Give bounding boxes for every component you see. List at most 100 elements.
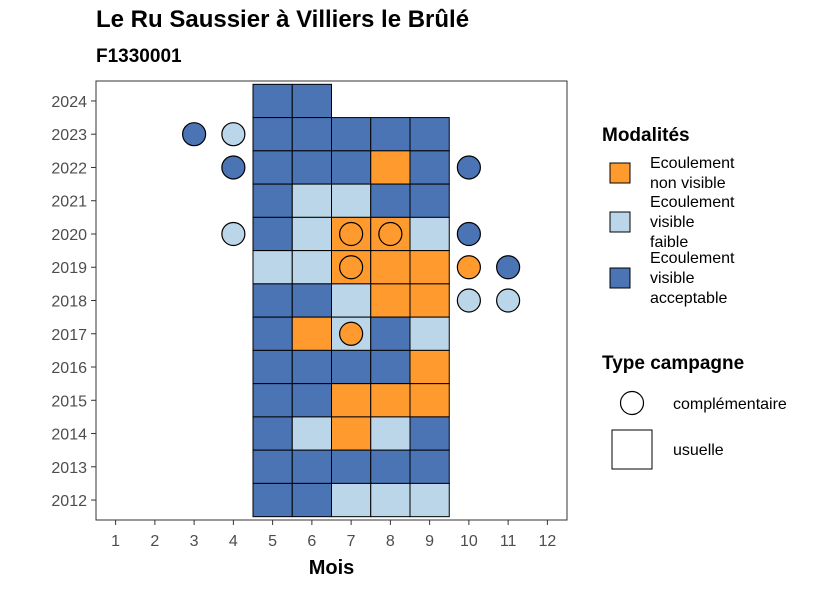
cell-2014-6 — [291, 416, 332, 451]
point-2017-7 — [339, 321, 364, 346]
cell-2022-6 — [291, 150, 332, 185]
chart-subtitle: F1330001 — [96, 46, 182, 67]
cell-2015-6 — [291, 383, 332, 418]
point-2020-4 — [221, 221, 246, 247]
legend-key-ecoulement-visible-acceptable — [609, 267, 631, 289]
cell-2021-6 — [291, 183, 332, 218]
legend-label-complementaire: complémentaire — [673, 396, 787, 413]
cell-2021-9 — [409, 183, 450, 218]
x-tick-label-8: 8 — [386, 533, 395, 550]
cell-2012-7 — [331, 482, 372, 518]
x-axis-title: Mois — [309, 557, 355, 579]
y-axis: 2012 2013 2014 2015 2016 2017 2018 2019 2020 2021… — [51, 94, 96, 510]
cell-2023-8 — [370, 117, 411, 152]
y-tick-label-2016: 2016 — [51, 360, 87, 377]
cell-2016-8 — [370, 349, 411, 385]
point-2019-7 — [339, 255, 364, 280]
cell-2022-5 — [252, 150, 293, 185]
cell-2015-7 — [331, 383, 372, 418]
x-tick-label-5: 5 — [268, 533, 277, 550]
cell-2017-8 — [370, 316, 411, 351]
point-2022-10 — [456, 155, 481, 180]
cell-2017-6 — [291, 316, 332, 351]
x-tick-label-3: 3 — [190, 533, 199, 550]
x-tick-label-2: 2 — [150, 533, 159, 550]
legend-label-line: Ecoulement — [650, 155, 735, 172]
cell-2012-9 — [409, 482, 450, 518]
legend-key-complementaire — [619, 390, 645, 416]
legend-label-line: visible — [650, 270, 695, 287]
cell-2015-5 — [252, 383, 293, 418]
legend-label-line: Ecoulement — [650, 194, 735, 211]
cell-2016-7 — [331, 349, 372, 385]
cell-2014-8 — [370, 416, 411, 451]
cell-2019-6 — [291, 250, 332, 285]
x-tick-label-12: 12 — [538, 533, 556, 550]
y-tick-label-2022: 2022 — [51, 160, 87, 177]
cell-2018-7 — [331, 283, 372, 318]
legend-key-ecoulement-non-visible — [609, 162, 631, 184]
y-tick-label-2012: 2012 — [51, 493, 87, 510]
cell-2019-9 — [409, 250, 450, 285]
y-tick-label-2017: 2017 — [51, 327, 87, 344]
cell-2023-7 — [331, 117, 372, 152]
y-tick-label-2014: 2014 — [51, 427, 87, 444]
cell-2019-8 — [370, 250, 411, 285]
y-tick-label-2013: 2013 — [51, 460, 87, 477]
cell-2024-5 — [252, 83, 293, 119]
legend-label-line: acceptable — [650, 290, 727, 307]
cell-2018-6 — [291, 283, 332, 318]
point-2023-3 — [182, 122, 207, 147]
y-tick-label-2023: 2023 — [51, 127, 87, 144]
cell-2015-9 — [409, 383, 450, 418]
x-tick-label-9: 9 — [425, 533, 434, 550]
legend-key-usuelle — [611, 429, 653, 470]
x-tick-label-7: 7 — [347, 533, 356, 550]
cell-2017-9 — [409, 316, 450, 351]
cell-2014-7 — [331, 416, 372, 451]
cell-2017-5 — [252, 316, 293, 351]
cell-2013-8 — [370, 449, 411, 484]
x-axis: 1 2 3 4 5 6 7 8 9 10 11 12 — [111, 520, 556, 550]
legend-label-ecoulement-visible-acceptable: Ecoulement visible acceptable — [650, 250, 735, 307]
x-tick-label-11: 11 — [500, 533, 517, 550]
cell-2012-6 — [291, 482, 332, 518]
cell-2023-9 — [409, 117, 450, 152]
cell-2022-9 — [409, 150, 450, 185]
cell-2018-9 — [409, 283, 450, 318]
legend-label-ecoulement-non-visible: Ecoulement non visible — [650, 155, 735, 192]
y-tick-label-2019: 2019 — [51, 260, 87, 277]
x-tick-label-10: 10 — [460, 533, 478, 550]
point-2018-10 — [456, 288, 481, 313]
legend-label-line: faible — [650, 234, 688, 251]
cell-2024-6 — [291, 83, 332, 119]
cell-2014-9 — [409, 416, 450, 451]
y-tick-label-2018: 2018 — [51, 294, 87, 311]
legend-label-line: visible — [650, 214, 695, 231]
cell-2020-9 — [409, 216, 450, 252]
point-2019-10 — [456, 255, 481, 280]
point-2020-10 — [456, 221, 481, 247]
complementaire-circles — [182, 122, 521, 346]
legend-label-line: non visible — [650, 175, 726, 192]
cell-2021-7 — [331, 183, 372, 218]
x-tick-label-6: 6 — [307, 533, 316, 550]
legend-label-ecoulement-visible-faible: Ecoulement visible faible — [650, 194, 735, 251]
y-tick-label-2015: 2015 — [51, 393, 87, 410]
y-tick-label-2024: 2024 — [51, 94, 87, 111]
cell-2016-6 — [291, 349, 332, 385]
legend-label-line: Ecoulement — [650, 250, 735, 267]
legend-key-ecoulement-visible-faible — [609, 211, 631, 233]
cell-2016-9 — [409, 349, 450, 385]
cell-2020-6 — [291, 216, 332, 252]
point-2019-11 — [496, 255, 521, 280]
cell-2021-8 — [370, 183, 411, 218]
legend-modalites-title: Modalités — [602, 125, 690, 146]
cell-2022-8 — [370, 150, 411, 185]
cell-2014-5 — [252, 416, 293, 451]
legend-type-campagne-title: Type campagne — [602, 353, 744, 374]
cell-2018-8 — [370, 283, 411, 318]
point-2018-11 — [496, 288, 521, 313]
